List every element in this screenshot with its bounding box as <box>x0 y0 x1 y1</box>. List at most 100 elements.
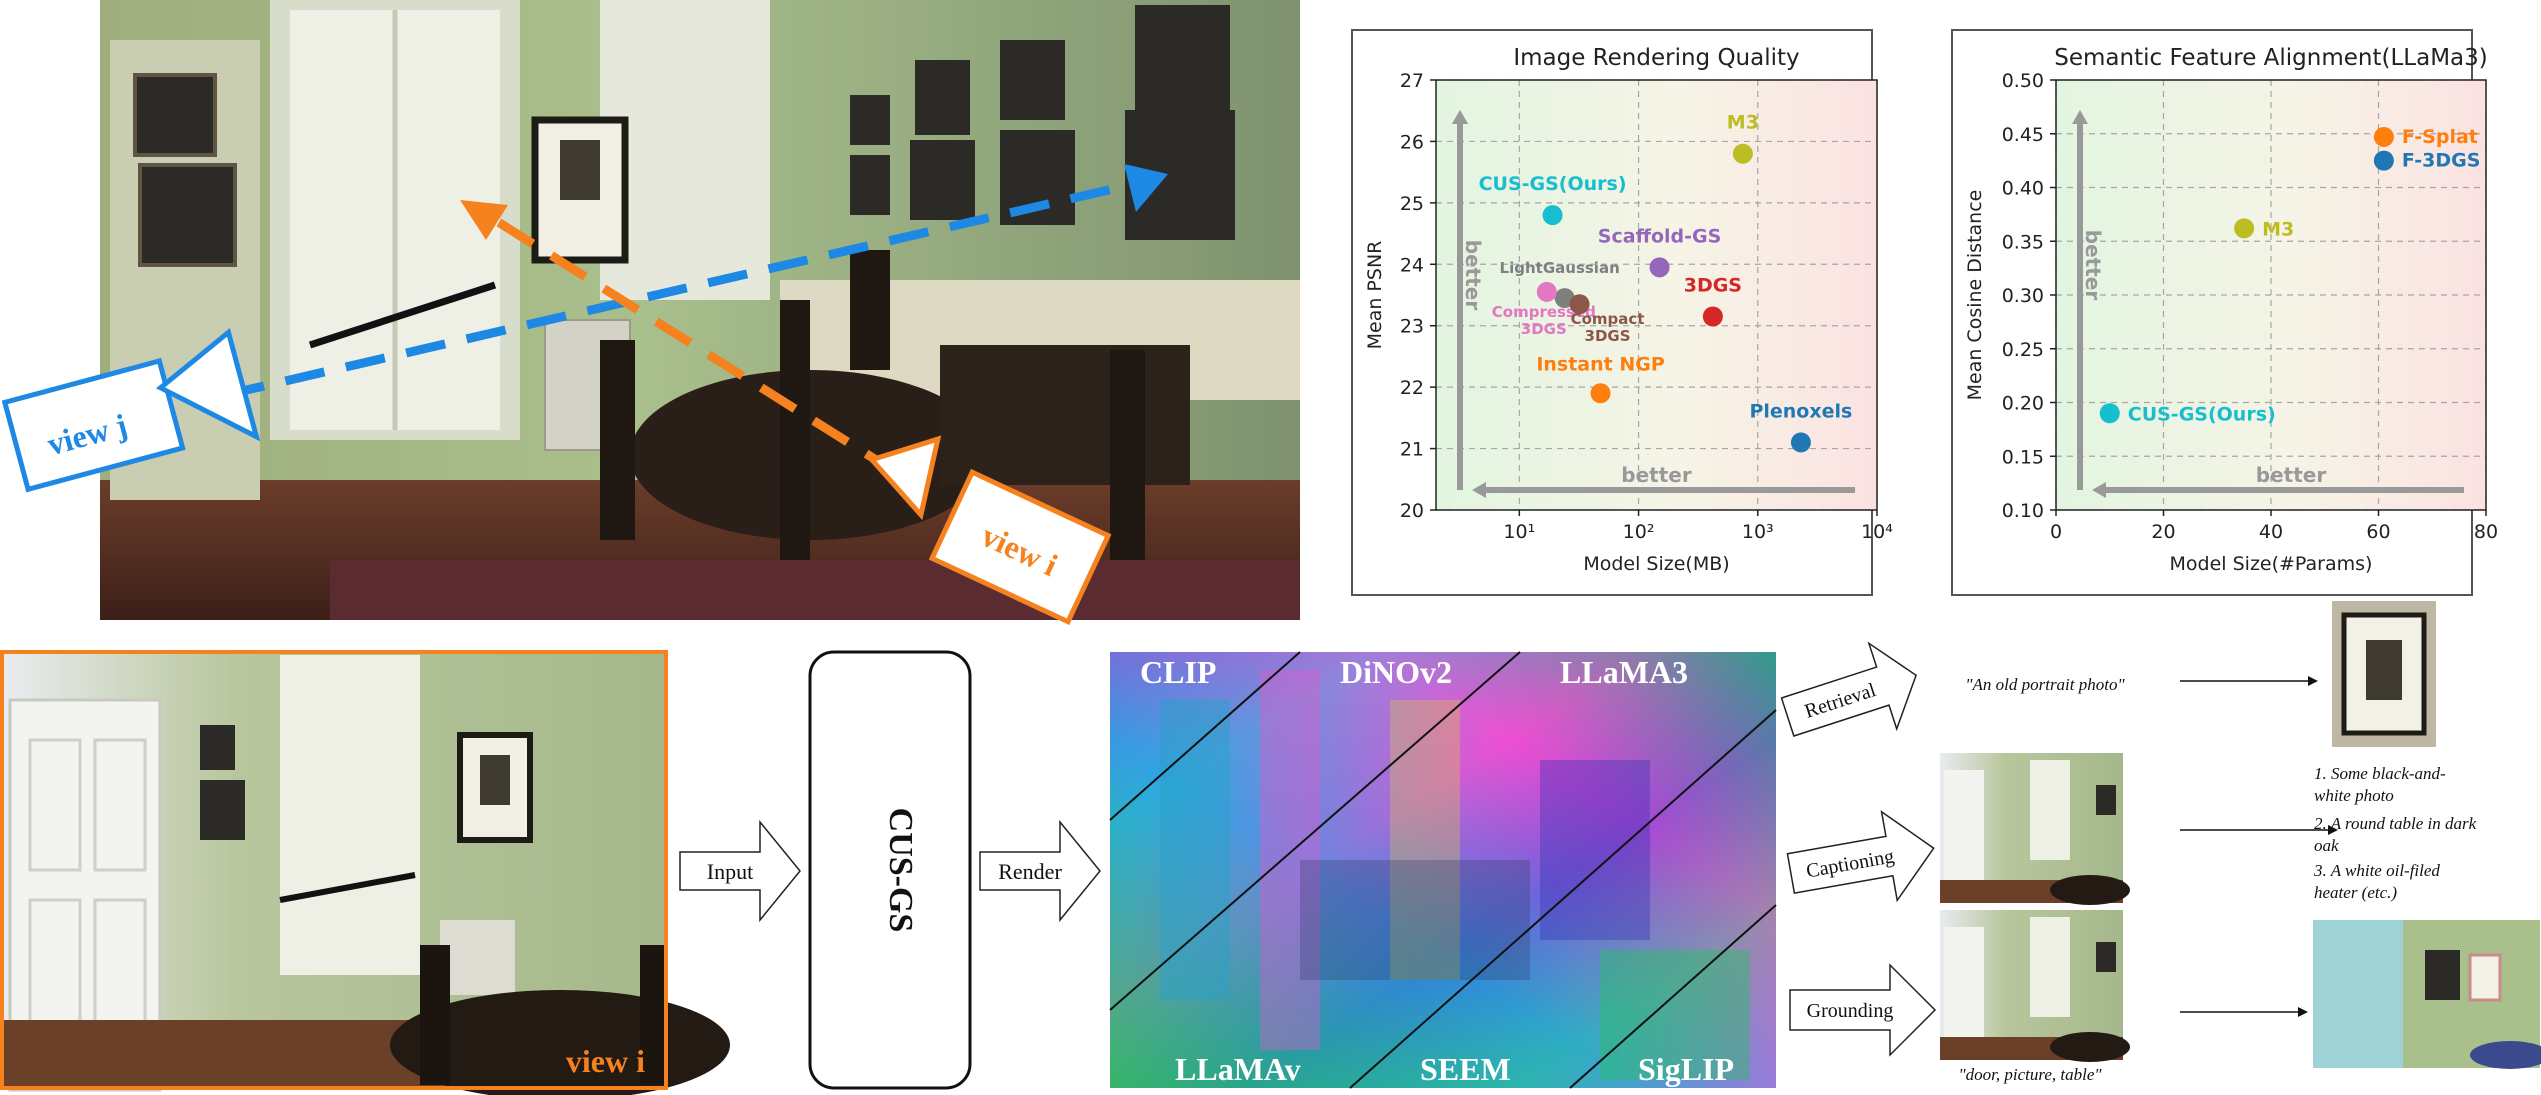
grounding-output-image <box>2313 920 2541 1069</box>
feature-llamav: LLaMAv <box>1175 1051 1301 1087</box>
better-arrow-x-head <box>1472 482 1486 498</box>
data-point <box>1732 143 1753 164</box>
data-point <box>2373 150 2394 171</box>
input-label: Input <box>707 859 753 884</box>
x-tick-label: 10⁴ <box>1861 521 1893 543</box>
feature-dinov2: DiNOv2 <box>1340 654 1452 690</box>
view-i-image: view i <box>0 650 730 1095</box>
y-tick-label: 0.50 <box>2002 70 2044 92</box>
data-label: Plenoxels <box>1749 400 1852 422</box>
grounding-arrow-line <box>2180 1007 2308 1017</box>
captioning-arrow-line <box>2180 825 2338 835</box>
data-label: M3 <box>1727 112 1759 134</box>
y-axis-label: Mean PSNR <box>1364 241 1386 350</box>
y-tick-label: 0.40 <box>2002 178 2044 200</box>
better-label-y: better <box>1461 240 1485 311</box>
chart-title: Image Rendering Quality <box>1513 45 1799 71</box>
y-tick-label: 22 <box>1400 377 1424 399</box>
plot-area <box>1436 80 1877 510</box>
y-tick-label: 0.10 <box>2002 500 2044 522</box>
better-arrow-y-head <box>2072 110 2088 124</box>
data-point <box>1536 281 1557 302</box>
x-tick-label: 20 <box>2151 521 2175 543</box>
feature-maps: CLIP DiNOv2 LLaMA3 LLaMAv SEEM SigLIP <box>1109 651 1777 1089</box>
data-label: F-Splat <box>2402 126 2478 148</box>
caption-line-5: 3. A white oil-filed <box>2313 861 2440 880</box>
data-label: 3DGS <box>1684 275 1742 297</box>
x-tick-label: 80 <box>2474 521 2498 543</box>
retrieval-query: "An old portrait photo" <box>1965 675 2125 694</box>
feature-llama3: LLaMA3 <box>1560 654 1688 690</box>
y-tick-label: 0.20 <box>2002 393 2044 415</box>
grounding-arrow: Grounding <box>1789 963 1937 1057</box>
input-arrow: Input <box>679 819 801 923</box>
caption-line-3: 2. A round table in dark <box>2314 814 2477 833</box>
data-label: CUS-GS(Ours) <box>2128 403 2276 425</box>
data-point <box>1542 205 1563 226</box>
data-point <box>1702 306 1723 327</box>
better-arrow-y-head-top <box>1452 110 1468 124</box>
y-tick-label: 27 <box>1400 70 1424 92</box>
x-tick-label: 10² <box>1623 521 1655 543</box>
retrieved-portrait-image <box>2332 601 2436 747</box>
data-label: 3DGS <box>1585 327 1631 345</box>
x-tick-label: 10¹ <box>1503 521 1535 543</box>
render-arrow: Render <box>979 819 1101 923</box>
grounding-query: "door, picture, table" <box>1958 1065 2102 1084</box>
data-label: M3 <box>2262 218 2294 240</box>
render-label: Render <box>998 859 1062 884</box>
data-label: CUS-GS(Ours) <box>1479 173 1627 195</box>
y-tick-label: 20 <box>1400 500 1424 522</box>
data-label: F-3DGS <box>2402 150 2481 172</box>
cus-gs-label: CUS-GS <box>882 808 919 933</box>
caption-line-6: heater (etc.) <box>2314 883 2397 902</box>
data-point <box>1790 432 1811 453</box>
y-tick-label: 24 <box>1400 254 1424 276</box>
better-label-x: better <box>2256 463 2327 487</box>
y-tick-label: 25 <box>1400 193 1424 215</box>
x-tick-label: 10³ <box>1742 521 1774 543</box>
data-label: Instant NGP <box>1536 353 1665 375</box>
data-point <box>1590 383 1611 404</box>
x-axis-label: Model Size(MB) <box>1583 553 1729 575</box>
camera-ray-view-i <box>460 200 903 479</box>
data-point <box>1649 257 1670 278</box>
y-tick-label: 0.45 <box>2002 124 2044 146</box>
data-point <box>2099 403 2120 424</box>
y-tick-label: 21 <box>1400 439 1424 461</box>
chart-title: Semantic Feature Alignment(LLaMa3) <box>2054 45 2488 71</box>
chart-image-rendering-quality: 10¹ 10² 10³ 10⁴ 20 21 22 23 24 25 26 27 Image Render… <box>1351 29 1893 596</box>
x-tick-label: 0 <box>2050 521 2062 543</box>
caption-output: 1. Some black-and- white photo 2. A roun… <box>2313 764 2477 902</box>
y-tick-label: 26 <box>1400 131 1424 153</box>
retrieval-arrow: Retrieval <box>1780 641 1917 737</box>
captioning-input-image <box>1940 753 2130 905</box>
data-label: Compressed <box>1492 303 1596 321</box>
feature-seem: SEEM <box>1420 1051 1511 1087</box>
camera-view-j: view j <box>1 327 261 493</box>
y-tick-label: 0.15 <box>2002 446 2044 468</box>
feature-siglip: SigLIP <box>1638 1051 1734 1087</box>
chart-semantic-feature-alignment: 0 20 40 60 80 0.10 0.15 0.20 0.25 0.30 0.35 0.40 0.4… <box>1951 29 2498 596</box>
y-tick-label: 0.35 <box>2002 231 2044 253</box>
camera-view-i: view i <box>867 435 1112 626</box>
data-point <box>2373 126 2394 147</box>
better-label-y: better <box>2081 230 2105 301</box>
data-label: LightGaussian <box>1500 259 1620 277</box>
data-point <box>1569 294 1590 315</box>
cus-gs-model-box: CUS-GS <box>808 650 972 1090</box>
y-tick-label: 0.30 <box>2002 285 2044 307</box>
caption-line-4: oak <box>2314 836 2339 855</box>
feature-clip: CLIP <box>1140 654 1216 690</box>
y-axis-label: Mean Cosine Distance <box>1964 190 1986 401</box>
caption-line-1: 1. Some black-and- <box>2314 764 2446 783</box>
y-tick-label: 0.25 <box>2002 339 2044 361</box>
bottom-view-i-label: view i <box>566 1043 645 1079</box>
x-tick-label: 40 <box>2259 521 2283 543</box>
data-label: Compact <box>1571 310 1645 328</box>
x-axis-label: Model Size(#Params) <box>2170 553 2373 575</box>
better-arrow-x-head <box>2092 482 2106 498</box>
captioning-arrow: Captioning <box>1786 810 1935 903</box>
camera-ray-view-j <box>223 164 1168 400</box>
grounding-input-image <box>1940 910 2130 1062</box>
